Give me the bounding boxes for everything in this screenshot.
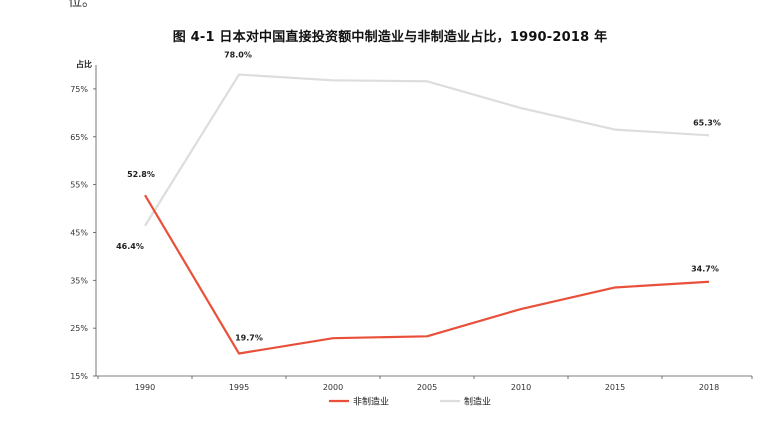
y-tick-label: 25% [70, 324, 88, 333]
x-tick-label: 2010 [511, 383, 531, 392]
y-tick-label: 75% [70, 85, 88, 94]
x-tick-label: 2005 [417, 383, 437, 392]
x-tick-label: 1990 [135, 383, 155, 392]
series-line-1 [144, 73, 710, 227]
data-label: 19.7% [235, 334, 263, 343]
y-tick-label: 65% [70, 133, 88, 142]
y-tick-label: 15% [70, 372, 88, 381]
y-axis-label: 占比 [76, 59, 92, 69]
x-tick-label: 2015 [605, 383, 625, 392]
data-label: 78.0% [224, 51, 252, 60]
x-tick-label: 1995 [229, 383, 249, 392]
legend-entry: 非制造业 [353, 396, 389, 408]
data-label: 52.8% [127, 170, 155, 179]
y-tick-label: 35% [70, 276, 88, 285]
legend-entry: 制造业 [464, 396, 491, 408]
data-label: 46.4% [116, 242, 144, 251]
x-tick-label: 2000 [323, 383, 343, 392]
page-text-fragment: 位。 [68, 0, 96, 10]
x-tick-label: 2018 [699, 383, 719, 392]
data-label: 34.7% [691, 265, 719, 274]
data-label: 65.3% [693, 118, 721, 127]
y-tick-label: 45% [70, 228, 88, 237]
y-tick-label: 55% [70, 181, 88, 190]
series-line-0 [144, 194, 710, 355]
chart-title: 图 4-1 日本对中国直接投资额中制造业与非制造业占比，1990-2018 年 [172, 30, 608, 45]
